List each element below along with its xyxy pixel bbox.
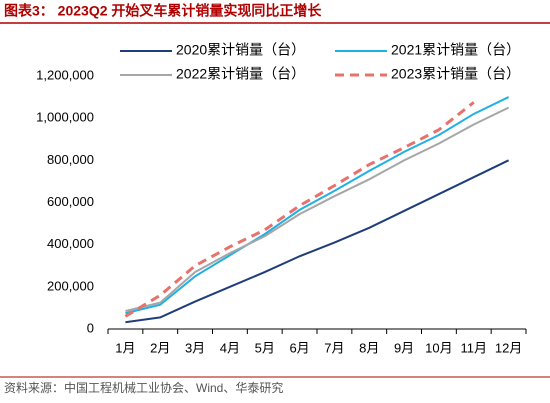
series-line <box>125 106 510 313</box>
x-tick-label: 6月 <box>289 340 309 355</box>
x-tick-label: 8月 <box>359 340 379 355</box>
x-tick-label: 3月 <box>185 340 205 355</box>
x-tick-label: 12月 <box>495 340 522 355</box>
chart-title: 图表3： 2023Q2 开始叉车累计销量实现同比正增长 <box>4 3 322 19</box>
x-tick-label: 9月 <box>394 340 414 355</box>
x-tick-label: 10月 <box>425 340 452 355</box>
y-tick-label: 600,000 <box>47 194 94 209</box>
x-tick-label: 2月 <box>150 340 170 355</box>
legend-label: 2021累计销量（台） <box>391 42 520 58</box>
legend-label: 2022累计销量（台） <box>176 66 305 82</box>
legend-label: 2020累计销量（台） <box>176 42 305 58</box>
y-tick-label: 200,000 <box>47 278 94 293</box>
x-tick-label: 4月 <box>220 340 240 355</box>
x-tick-label: 5月 <box>255 340 275 355</box>
y-tick-label: 1,200,000 <box>36 67 94 82</box>
x-tick-label: 7月 <box>324 340 344 355</box>
x-tick-label: 1月 <box>115 340 135 355</box>
y-tick-label: 1,000,000 <box>36 110 94 125</box>
x-tick-label: 11月 <box>461 340 488 355</box>
y-tick-label: 0 <box>87 320 94 335</box>
legend-label: 2023累计销量（台） <box>391 66 520 82</box>
y-tick-label: 400,000 <box>47 236 94 251</box>
series-line <box>125 96 510 315</box>
y-tick-label: 800,000 <box>47 152 94 167</box>
series-line <box>125 159 510 324</box>
source: 资料来源：中国工程机械工业协会、Wind、华泰研究 <box>4 380 283 395</box>
